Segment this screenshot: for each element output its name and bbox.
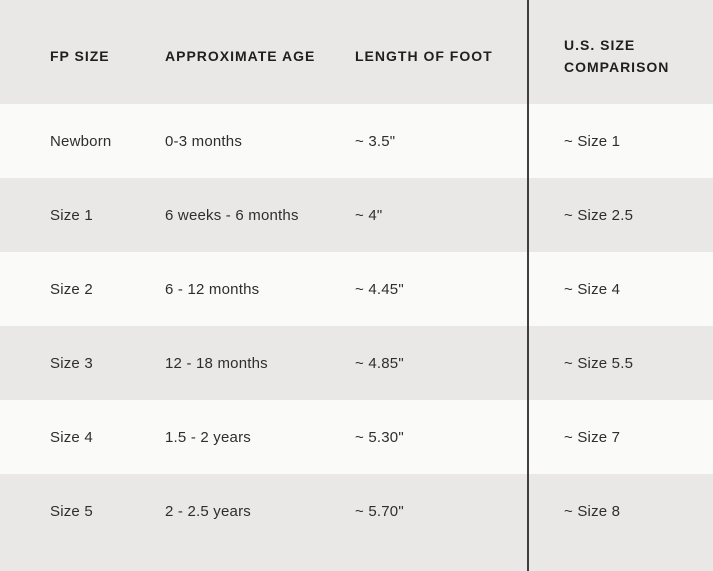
cell-fp-size: Size 1: [50, 206, 93, 224]
table-header-row: FP SIZE APPROXIMATE AGE LENGTH OF FOOT U…: [0, 0, 713, 104]
column-header-length-of-foot: LENGTH OF FOOT: [355, 48, 493, 64]
cell-age: 6 - 12 months: [165, 280, 260, 298]
cell-us-size: ~ Size 1: [564, 132, 621, 150]
cell-length: ~ 4.85": [355, 354, 404, 372]
cell-length: ~ 5.70": [355, 502, 404, 520]
column-header-us-size-line2: COMPARISON: [564, 59, 670, 75]
cell-length: ~ 4": [355, 206, 383, 224]
cell-fp-size: Newborn: [50, 132, 112, 150]
cell-length: ~ 4.45": [355, 280, 404, 298]
table-row: Newborn 0-3 months ~ 3.5" ~ Size 1: [0, 104, 713, 178]
cell-fp-size: Size 3: [50, 354, 93, 372]
table-row: Size 5 2 - 2.5 years ~ 5.70" ~ Size 8: [0, 474, 713, 571]
cell-fp-size: Size 2: [50, 280, 93, 298]
cell-age: 2 - 2.5 years: [165, 502, 251, 520]
cell-us-size: ~ Size 7: [564, 428, 621, 446]
cell-us-size: ~ Size 2.5: [564, 206, 634, 224]
cell-age: 1.5 - 2 years: [165, 428, 251, 446]
cell-length: ~ 3.5": [355, 132, 396, 150]
table-row: Size 4 1.5 - 2 years ~ 5.30" ~ Size 7: [0, 400, 713, 474]
column-divider-line: [527, 0, 529, 571]
column-header-fp-size: FP SIZE: [50, 48, 110, 64]
cell-age: 0-3 months: [165, 132, 243, 150]
cell-us-size: ~ Size 8: [564, 502, 621, 520]
cell-us-size: ~ Size 4: [564, 280, 621, 298]
cell-us-size: ~ Size 5.5: [564, 354, 634, 372]
cell-age: 12 - 18 months: [165, 354, 268, 372]
column-header-us-size-comparison: U.S. SIZE COMPARISON: [528, 34, 713, 78]
table-row: Size 3 12 - 18 months ~ 4.85" ~ Size 5.5: [0, 326, 713, 400]
cell-fp-size: Size 5: [50, 502, 93, 520]
table-row: Size 2 6 - 12 months ~ 4.45" ~ Size 4: [0, 252, 713, 326]
cell-length: ~ 5.30": [355, 428, 404, 446]
table-row: Size 1 6 weeks - 6 months ~ 4" ~ Size 2.…: [0, 178, 713, 252]
column-header-approximate-age: APPROXIMATE AGE: [165, 48, 316, 64]
cell-fp-size: Size 4: [50, 428, 93, 446]
cell-age: 6 weeks - 6 months: [165, 206, 299, 224]
column-header-us-size-line1: U.S. SIZE: [564, 37, 636, 53]
